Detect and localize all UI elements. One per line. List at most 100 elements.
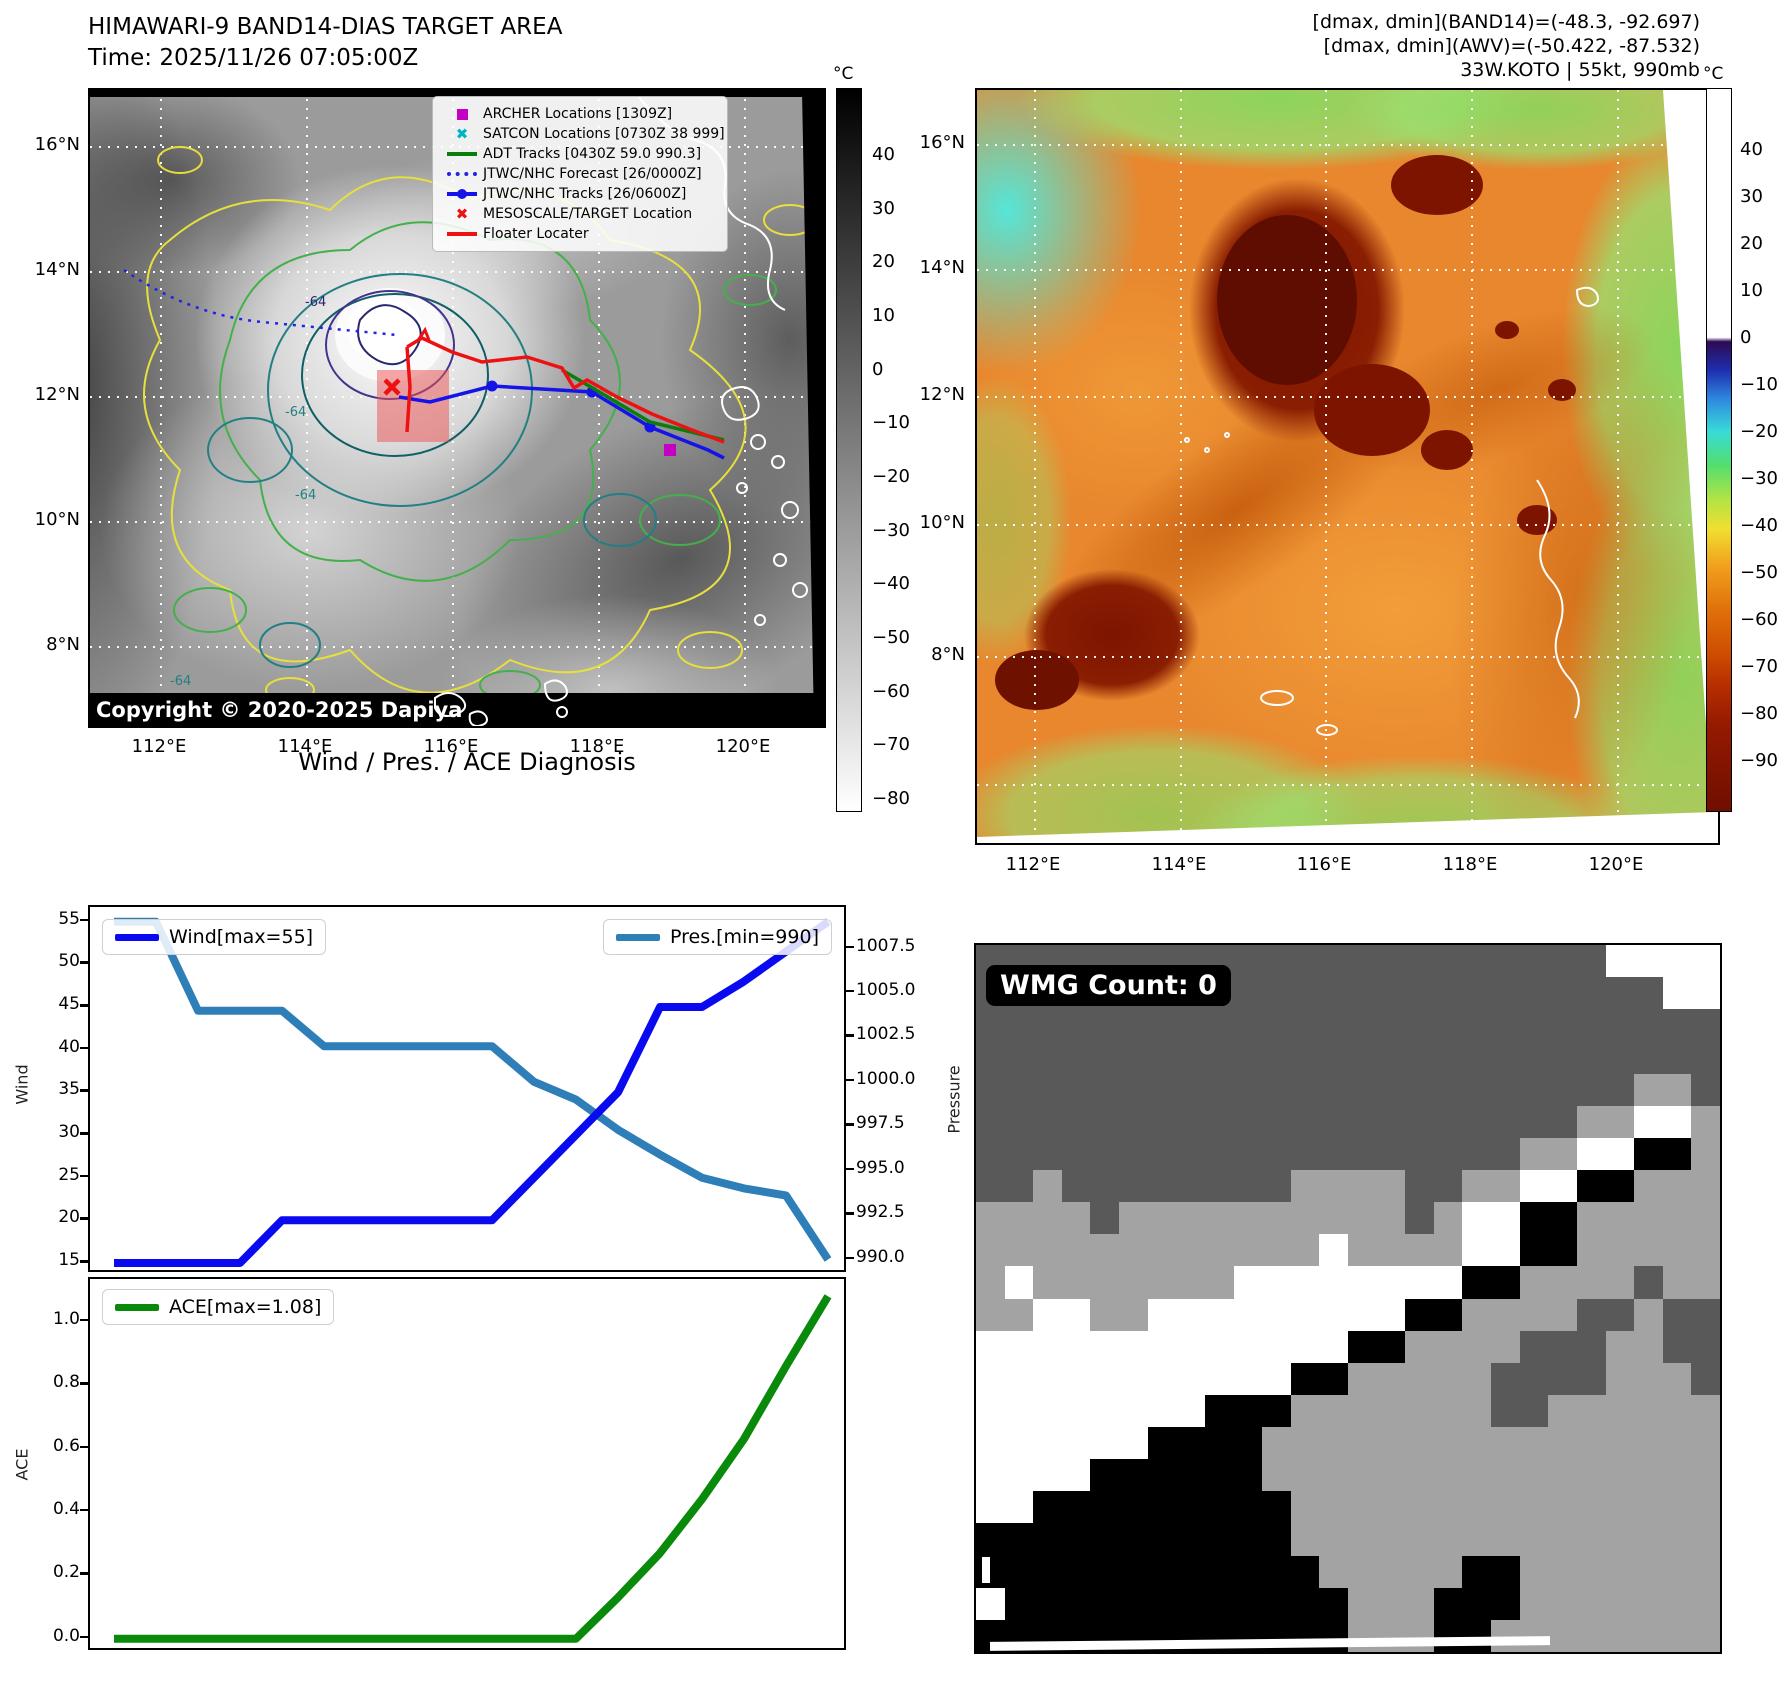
wmg-cell <box>1147 1587 1177 1620</box>
wmg-cell <box>1433 1137 1463 1170</box>
colorbar-tick-label: −50 <box>1740 562 1778 583</box>
wmg-cell <box>1119 1266 1148 1299</box>
wmg-cell <box>1405 1427 1434 1460</box>
wmg-cell <box>1348 1298 1377 1331</box>
lat-label: 12°N <box>919 384 965 405</box>
wmg-cell <box>1004 1459 1034 1492</box>
wmg-cell <box>1634 1619 1663 1652</box>
ace-plot <box>114 1294 832 1643</box>
wmg-cell <box>1033 1234 1062 1267</box>
wmg-cell <box>1061 1137 1091 1170</box>
wmg-cell <box>1290 1169 1320 1203</box>
y-tick-mark <box>80 1318 88 1322</box>
wmg-cell <box>1147 1266 1177 1299</box>
wmg-cell <box>1204 1041 1234 1074</box>
wmg-cell <box>1033 1266 1062 1299</box>
y-tick-mark <box>80 1217 88 1220</box>
y-tick-mark <box>846 1034 854 1037</box>
wmg-cell <box>1691 1009 1720 1042</box>
wmg-cell <box>1233 1009 1263 1042</box>
colorbar-tick-label: −10 <box>872 412 910 434</box>
wmg-cell <box>1176 1041 1205 1074</box>
wmg-cell <box>1319 1137 1348 1170</box>
wmg-cell <box>976 1362 1005 1395</box>
info-awv: [dmax, dmin](AWV)=(-50.422, -87.532) <box>1323 35 1700 57</box>
awv-colorbar <box>1706 88 1732 812</box>
wmg-cell <box>1204 1105 1234 1138</box>
colorbar-tick-label: −70 <box>1740 656 1778 677</box>
lon-label: 114°E <box>277 736 333 757</box>
colorbar-tick-label: −50 <box>872 626 910 648</box>
wmg-cell <box>1004 1137 1034 1170</box>
wmg-cell <box>1634 1459 1663 1492</box>
wmg-cell <box>1691 1041 1720 1074</box>
colorbar-tick-label: 20 <box>1740 233 1763 254</box>
wmg-cell <box>1090 1427 1120 1460</box>
wmg-cell <box>1376 1169 1406 1203</box>
wmg-cell <box>1433 1234 1463 1267</box>
wmg-cell <box>1262 1041 1291 1074</box>
wmg-cell <box>1233 1073 1263 1106</box>
wmg-cell <box>1662 1491 1692 1524</box>
wmg-cell <box>1691 1587 1720 1620</box>
wmg-cell <box>1004 1427 1034 1460</box>
wmg-cell <box>1433 1298 1463 1331</box>
info-storm: 33W.KOTO | 55kt, 990mb <box>1460 59 1700 81</box>
wmg-cell <box>1348 1555 1377 1588</box>
wmg-cell <box>1061 1202 1091 1235</box>
wmg-cell <box>1233 1523 1263 1556</box>
wmg-cell <box>1576 1427 1606 1460</box>
wmg-cell <box>1376 945 1406 978</box>
wmg-cell <box>1605 1555 1635 1588</box>
wmg-cell <box>1548 1555 1577 1588</box>
y-tick-mark <box>846 1078 854 1082</box>
wmg-cell <box>1405 1555 1434 1588</box>
wmg-cell <box>1634 977 1663 1010</box>
wmg-cell <box>1033 1137 1062 1170</box>
wmg-cell <box>1491 1619 1520 1652</box>
wmg-cell <box>1033 1073 1062 1106</box>
wmg-cell <box>1405 945 1434 978</box>
wmg-cell <box>1548 1330 1577 1363</box>
wind-pres-plot <box>114 917 832 1267</box>
wmg-cell <box>1634 1009 1663 1042</box>
wmg-cell <box>1262 1202 1291 1235</box>
y-tick-label: 1007.5 <box>856 935 916 956</box>
wmg-cell <box>1262 1459 1291 1492</box>
wmg-cell <box>1433 1330 1463 1363</box>
wmg-cell <box>1576 1587 1606 1620</box>
wmg-cell <box>1033 1298 1062 1331</box>
map-legend-item: ARCHER Locations [1309Z] <box>441 104 719 124</box>
y-tick-label: 0.6 <box>52 1435 80 1456</box>
wmg-cell <box>1605 1234 1635 1267</box>
wmg-cell <box>1491 1234 1520 1267</box>
wmg-cell <box>1119 1394 1148 1428</box>
wmg-cell <box>976 1330 1005 1363</box>
lon-label: 112°E <box>1005 854 1061 875</box>
colorbar-tick-label: −60 <box>872 680 910 702</box>
wmg-cell <box>1176 1362 1205 1395</box>
wmg-cell <box>1576 1394 1606 1428</box>
wmg-cell <box>1519 1009 1549 1042</box>
wmg-cell <box>1061 1009 1091 1042</box>
y-tick-mark <box>80 1260 88 1263</box>
wmg-cell <box>1233 1491 1263 1524</box>
wmg-cell <box>1576 1202 1606 1235</box>
wmg-cell <box>1033 1330 1062 1363</box>
wmg-cell <box>1233 1202 1263 1235</box>
wmg-cell <box>1548 1202 1577 1235</box>
map-legend-label: MESOSCALE/TARGET Location <box>483 206 693 222</box>
wmg-cell <box>1004 1587 1034 1620</box>
wmg-cell <box>1348 945 1377 978</box>
wmg-cell <box>1605 1041 1635 1074</box>
lat-label: 16°N <box>919 132 965 153</box>
wmg-cell <box>1691 945 1720 978</box>
wmg-cell <box>1491 1266 1520 1299</box>
wmg-cell <box>1290 1459 1320 1492</box>
wmg-cell <box>1634 1491 1663 1524</box>
wmg-cell <box>1376 1041 1406 1074</box>
wmg-cell <box>1033 1041 1062 1074</box>
wmg-cell <box>1290 1041 1320 1074</box>
wmg-cell <box>1691 977 1720 1010</box>
wmg-cell <box>1119 1587 1148 1620</box>
